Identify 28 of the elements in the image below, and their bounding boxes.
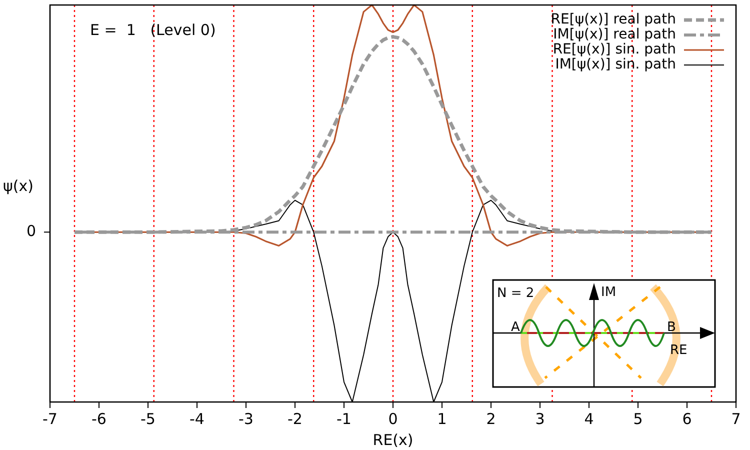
x-tick-label: -4 <box>190 410 204 428</box>
x-tick-label: 1 <box>437 410 447 428</box>
x-tick-label: -5 <box>140 410 156 428</box>
x-tick-label: 4 <box>584 410 594 428</box>
text: 0 <box>26 222 36 240</box>
x-axis-title: RE(x) <box>372 430 414 449</box>
x-tick-label: 0 <box>388 410 398 428</box>
x-tick-label: 2 <box>486 410 496 428</box>
legend-label: IM[ψ(x)] real path <box>553 26 676 43</box>
x-tick-label: -7 <box>42 410 58 428</box>
x-tick-label: -3 <box>238 410 254 428</box>
x-tick-label: -6 <box>92 410 106 428</box>
annotation: RE <box>670 343 688 358</box>
x-tick-label: 5 <box>633 410 643 428</box>
annotation: N = 2 <box>497 286 534 301</box>
annotation: E = 1 (Level 0) <box>90 20 216 39</box>
y-axis-title: ψ(x) <box>3 177 34 196</box>
x-tick-label: 3 <box>535 410 545 428</box>
x-tick-label: -2 <box>288 410 302 428</box>
x-tick-label: -1 <box>336 410 352 428</box>
annotation: IM <box>601 285 616 300</box>
x-tick-label: 7 <box>731 410 741 428</box>
x-tick-label: 6 <box>682 410 692 428</box>
legend-label: RE[ψ(x)] real path <box>550 12 676 28</box>
annotation: B <box>667 320 676 335</box>
legend-label: IM[ψ(x)] sin. path <box>555 56 676 73</box>
annotation: A <box>511 320 520 335</box>
legend-label: RE[ψ(x)] sin. path <box>552 42 676 58</box>
